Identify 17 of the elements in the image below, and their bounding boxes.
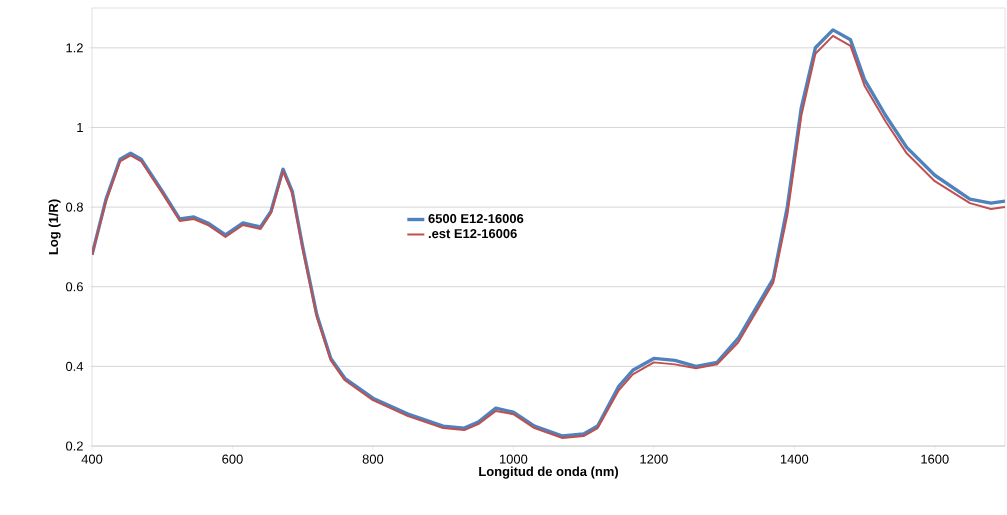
y-tick-label: 0.8 — [65, 202, 83, 212]
y-tick-label: 1 — [77, 123, 83, 132]
x-tick-label: 1600 — [921, 454, 949, 464]
x-tick-label: 1400 — [780, 454, 809, 464]
x-axis-title: Longitud de onda (nm) — [479, 466, 619, 479]
x-tick-label: 400 — [81, 454, 103, 464]
x-tick-label: 600 — [222, 454, 243, 464]
y-axis-title: Log (1/R) — [48, 199, 61, 255]
x-tick-label: 1200 — [640, 454, 668, 464]
x-tick-label: 1000 — [499, 454, 528, 464]
legend-label: .est E12-16006 — [428, 228, 517, 239]
y-tick-label: 0.4 — [65, 361, 84, 371]
legend-label: 6500 E12-16006 — [428, 214, 524, 224]
y-tick-label: 0.6 — [65, 282, 83, 292]
y-tick-label: 0.2 — [65, 441, 83, 451]
x-tick-label: 800 — [362, 454, 384, 464]
y-tick-label: 1.2 — [66, 43, 83, 53]
